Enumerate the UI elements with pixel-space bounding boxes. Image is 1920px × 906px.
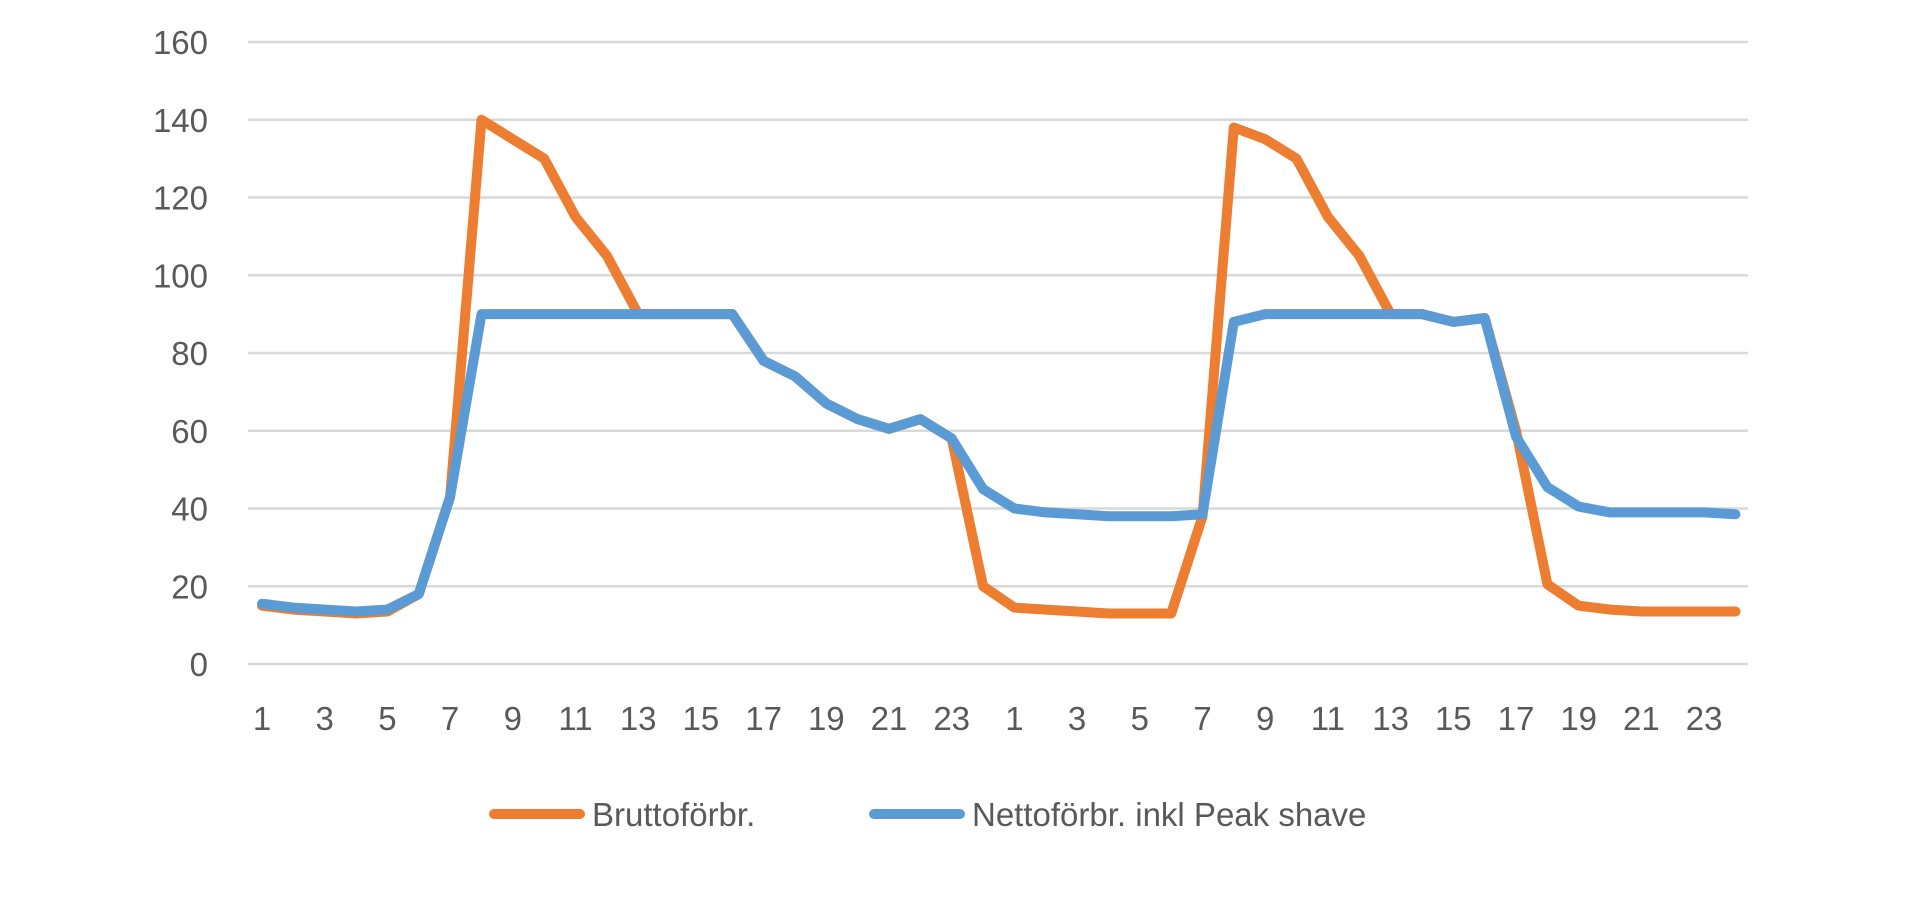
x-tick-label: 5 xyxy=(378,700,396,737)
x-tick-label: 19 xyxy=(1560,700,1597,737)
x-tick-label: 17 xyxy=(745,700,782,737)
x-tick-label: 23 xyxy=(1686,700,1723,737)
x-tick-label: 13 xyxy=(1372,700,1409,737)
x-tick-label: 1 xyxy=(253,700,271,737)
legend: Bruttoförbr. Nettoförbr. inkl Peak shave xyxy=(489,796,1366,833)
x-tick-label: 17 xyxy=(1498,700,1535,737)
legend-label-nettoforbr: Nettoförbr. inkl Peak shave xyxy=(972,796,1366,833)
x-tick-label: 15 xyxy=(683,700,720,737)
y-tick-label: 140 xyxy=(153,102,208,139)
y-axis-tick-labels: 0 20 40 60 80 100 120 140 160 xyxy=(153,24,208,683)
x-tick-label: 11 xyxy=(558,700,592,737)
x-tick-label: 11 xyxy=(1311,700,1345,737)
x-tick-label: 21 xyxy=(871,700,908,737)
y-tick-label: 80 xyxy=(171,335,208,372)
y-tick-label: 0 xyxy=(190,646,208,683)
x-tick-label: 13 xyxy=(620,700,657,737)
x-tick-label: 21 xyxy=(1623,700,1660,737)
x-tick-label: 1 xyxy=(1005,700,1023,737)
x-tick-label: 7 xyxy=(1193,700,1211,737)
y-tick-label: 20 xyxy=(171,568,208,605)
y-tick-label: 160 xyxy=(153,24,208,61)
legend-label-bruttoforbr: Bruttoförbr. xyxy=(592,796,755,833)
x-axis-tick-labels: 1 3 5 7 9 11 13 15 17 19 21 23 1 3 5 7 9 11 13 15 17 19 21 23 xyxy=(253,700,1723,737)
y-tick-label: 40 xyxy=(171,491,208,528)
x-tick-label: 9 xyxy=(504,700,522,737)
x-tick-label: 19 xyxy=(808,700,845,737)
y-tick-label: 120 xyxy=(153,180,208,217)
series-line-nettoforbr xyxy=(257,309,1741,617)
gridlines xyxy=(248,40,1748,666)
x-tick-label: 23 xyxy=(933,700,970,737)
x-tick-label: 9 xyxy=(1256,700,1274,737)
x-tick-label: 7 xyxy=(441,700,459,737)
y-tick-label: 60 xyxy=(171,413,208,450)
series-lines xyxy=(257,114,1741,619)
y-tick-label: 100 xyxy=(153,257,208,294)
x-tick-label: 15 xyxy=(1435,700,1472,737)
x-tick-label: 3 xyxy=(1068,700,1086,737)
series-line-bruttoforbr xyxy=(257,114,1741,619)
x-tick-label: 5 xyxy=(1131,700,1149,737)
x-tick-label: 3 xyxy=(316,700,334,737)
